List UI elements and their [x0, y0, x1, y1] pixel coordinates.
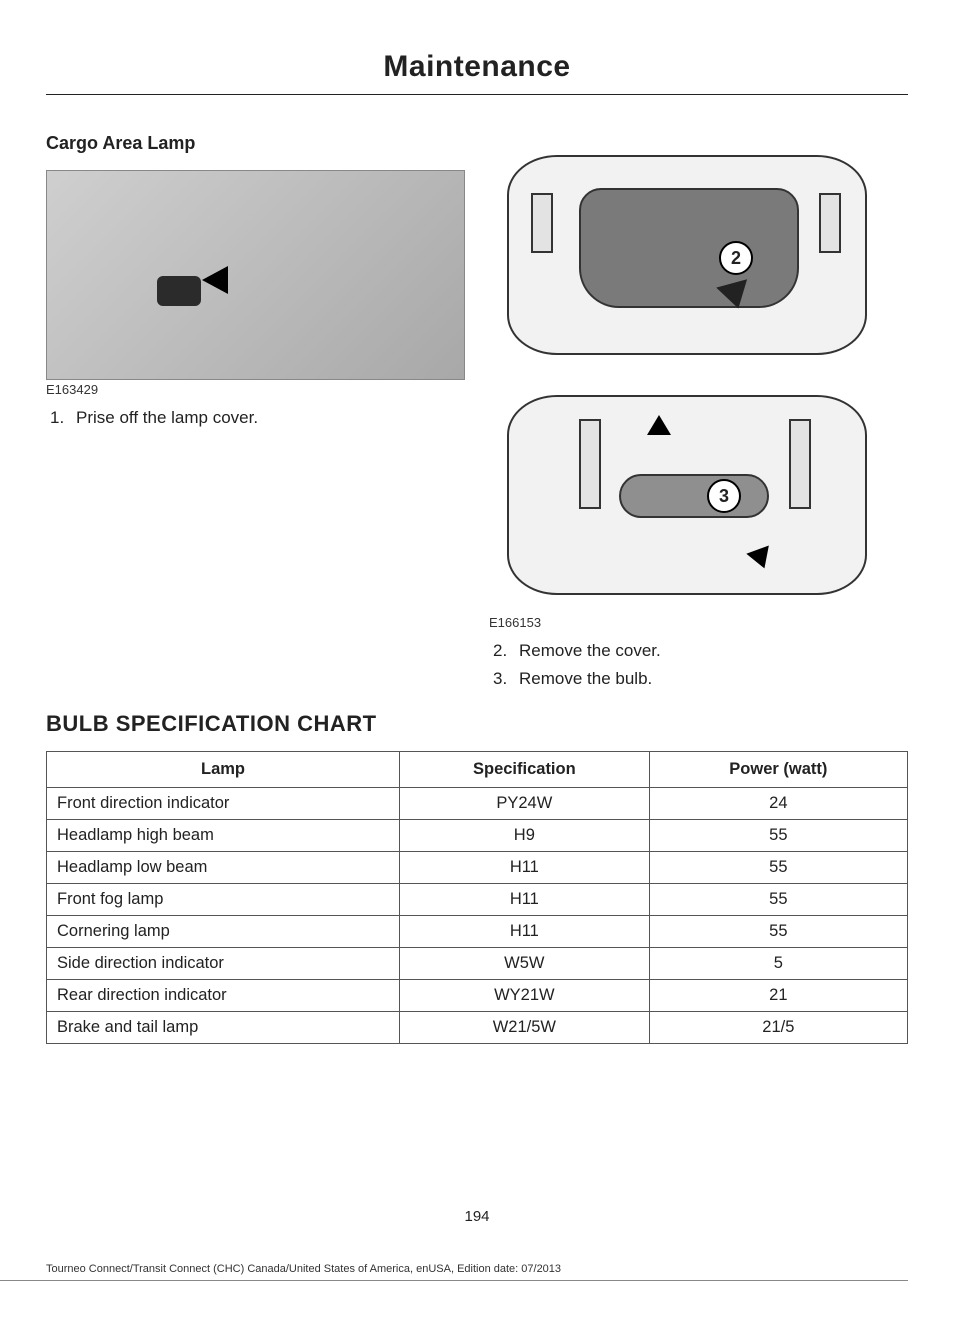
cell-lamp: Front fog lamp	[47, 884, 400, 916]
step-number: 3.	[493, 666, 509, 692]
cell-spec: PY24W	[400, 788, 650, 820]
step-item: 1. Prise off the lamp cover.	[46, 405, 465, 431]
figure-2a: 2	[489, 133, 908, 373]
table-row: Cornering lampH1155	[47, 916, 908, 948]
right-column: 2 3 E166153 2. Remove the cover. 3.	[489, 133, 908, 693]
step-text: Remove the bulb.	[519, 666, 652, 692]
section-title: BULB SPECIFICATION CHART	[46, 711, 908, 737]
cell-lamp: Headlamp high beam	[47, 820, 400, 852]
post-shape	[579, 419, 601, 509]
cell-power: 55	[649, 820, 907, 852]
cell-power: 5	[649, 948, 907, 980]
steps-left: 1. Prise off the lamp cover.	[46, 405, 465, 431]
col-header-lamp: Lamp	[47, 752, 400, 788]
footer-rule	[0, 1280, 908, 1281]
callout-2: 2	[719, 241, 753, 275]
table-row: Headlamp high beamH955	[47, 820, 908, 852]
cell-spec: H11	[400, 916, 650, 948]
figure-2-caption: E166153	[489, 615, 908, 630]
figure-2b-image: 3	[489, 379, 908, 613]
table-row: Side direction indicatorW5W5	[47, 948, 908, 980]
arrow-icon	[202, 266, 228, 294]
cell-lamp: Front direction indicator	[47, 788, 400, 820]
col-header-spec: Specification	[400, 752, 650, 788]
tab-shape	[819, 193, 841, 253]
callout-3: 3	[707, 479, 741, 513]
cell-power: 55	[649, 852, 907, 884]
chapter-title: Maintenance	[46, 50, 908, 95]
cell-lamp: Brake and tail lamp	[47, 1012, 400, 1044]
cell-lamp: Rear direction indicator	[47, 980, 400, 1012]
lamp-cover-shape	[579, 188, 799, 308]
table-row: Front direction indicatorPY24W24	[47, 788, 908, 820]
bulb-shape	[619, 474, 769, 518]
two-column-layout: Cargo Area Lamp E163429 1. Prise off the…	[46, 133, 908, 693]
cell-lamp: Side direction indicator	[47, 948, 400, 980]
cell-spec: H11	[400, 852, 650, 884]
step-text: Remove the cover.	[519, 638, 661, 664]
figure-1: E163429	[46, 170, 465, 397]
footer-note: Tourneo Connect/Transit Connect (CHC) Ca…	[46, 1263, 561, 1275]
col-header-power: Power (watt)	[649, 752, 907, 788]
cell-power: 55	[649, 916, 907, 948]
arrow-up-icon	[647, 415, 671, 435]
cell-spec: W21/5W	[400, 1012, 650, 1044]
table-row: Brake and tail lampW21/5W21/5	[47, 1012, 908, 1044]
cell-power: 24	[649, 788, 907, 820]
cell-spec: W5W	[400, 948, 650, 980]
cell-lamp: Cornering lamp	[47, 916, 400, 948]
cell-spec: H9	[400, 820, 650, 852]
step-text: Prise off the lamp cover.	[76, 405, 258, 431]
table-row: Rear direction indicatorWY21W21	[47, 980, 908, 1012]
subsection-heading: Cargo Area Lamp	[46, 133, 465, 154]
step-number: 1.	[50, 405, 66, 431]
bulb-spec-table: Lamp Specification Power (watt) Front di…	[46, 751, 908, 1044]
figure-1-caption: E163429	[46, 382, 465, 397]
steps-right: 2. Remove the cover. 3. Remove the bulb.	[489, 638, 908, 691]
tab-shape	[531, 193, 553, 253]
cell-lamp: Headlamp low beam	[47, 852, 400, 884]
figure-2b: 3 E166153	[489, 379, 908, 630]
cell-power: 55	[649, 884, 907, 916]
table-header-row: Lamp Specification Power (watt)	[47, 752, 908, 788]
step-item: 3. Remove the bulb.	[489, 666, 908, 692]
lamp-cover-shape	[157, 276, 201, 306]
table-row: Front fog lampH1155	[47, 884, 908, 916]
cell-spec: H11	[400, 884, 650, 916]
post-shape	[789, 419, 811, 509]
cell-power: 21	[649, 980, 907, 1012]
cell-spec: WY21W	[400, 980, 650, 1012]
figure-1-image	[46, 170, 465, 380]
table-row: Headlamp low beamH1155	[47, 852, 908, 884]
cell-power: 21/5	[649, 1012, 907, 1044]
left-column: Cargo Area Lamp E163429 1. Prise off the…	[46, 133, 465, 693]
step-number: 2.	[493, 638, 509, 664]
figure-2a-image: 2	[489, 133, 908, 373]
step-item: 2. Remove the cover.	[489, 638, 908, 664]
page-number: 194	[0, 1208, 954, 1225]
